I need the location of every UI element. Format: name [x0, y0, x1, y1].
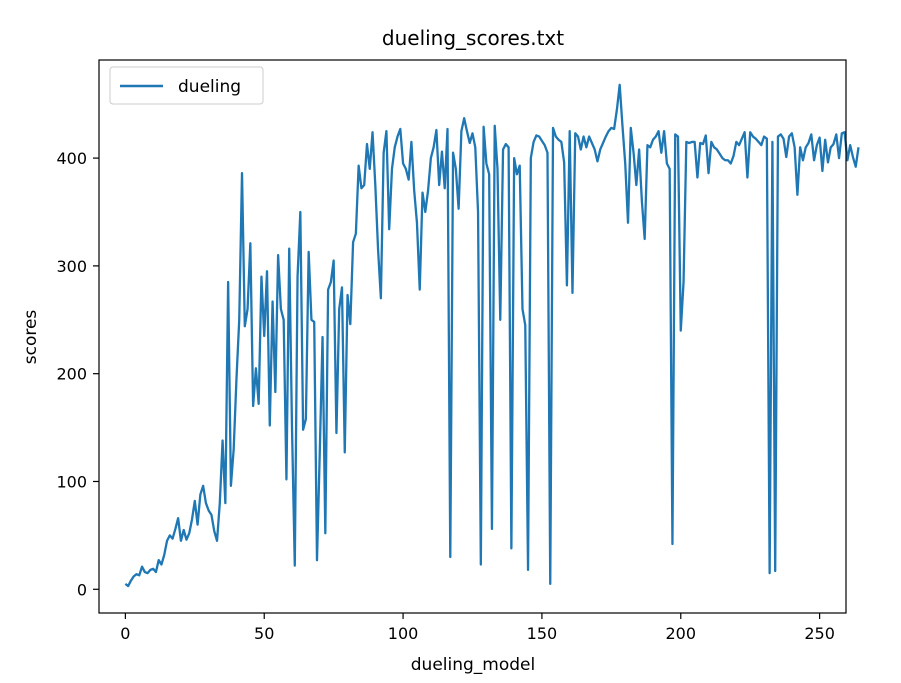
x-tick-label: 200 — [665, 624, 696, 643]
chart-title: dueling_scores.txt — [382, 26, 564, 50]
legend-box — [109, 66, 264, 105]
axes-frame — [98, 59, 847, 614]
x-axis-label: dueling_model — [411, 655, 535, 675]
x-tick-label: 150 — [527, 624, 558, 643]
legend-label: dueling — [178, 77, 241, 97]
legend: dueling — [109, 66, 264, 105]
y-tick-label: 100 — [56, 472, 87, 491]
x-tick-label: 50 — [254, 624, 274, 643]
x-tick-label: 0 — [120, 624, 130, 643]
ticks: 0 50 100 150 200 250 0 100 200 300 400 — [56, 149, 834, 643]
y-axis-label: scores — [21, 310, 41, 365]
y-tick-label: 300 — [56, 257, 87, 276]
x-tick-label: 100 — [388, 624, 419, 643]
plot-area — [124, 83, 860, 588]
axes — [98, 59, 847, 614]
y-tick-label: 0 — [77, 580, 87, 599]
series-line-dueling — [124, 83, 860, 588]
x-tick-label: 250 — [804, 624, 835, 643]
y-tick-label: 200 — [56, 365, 87, 384]
y-tick-label: 400 — [56, 149, 87, 168]
